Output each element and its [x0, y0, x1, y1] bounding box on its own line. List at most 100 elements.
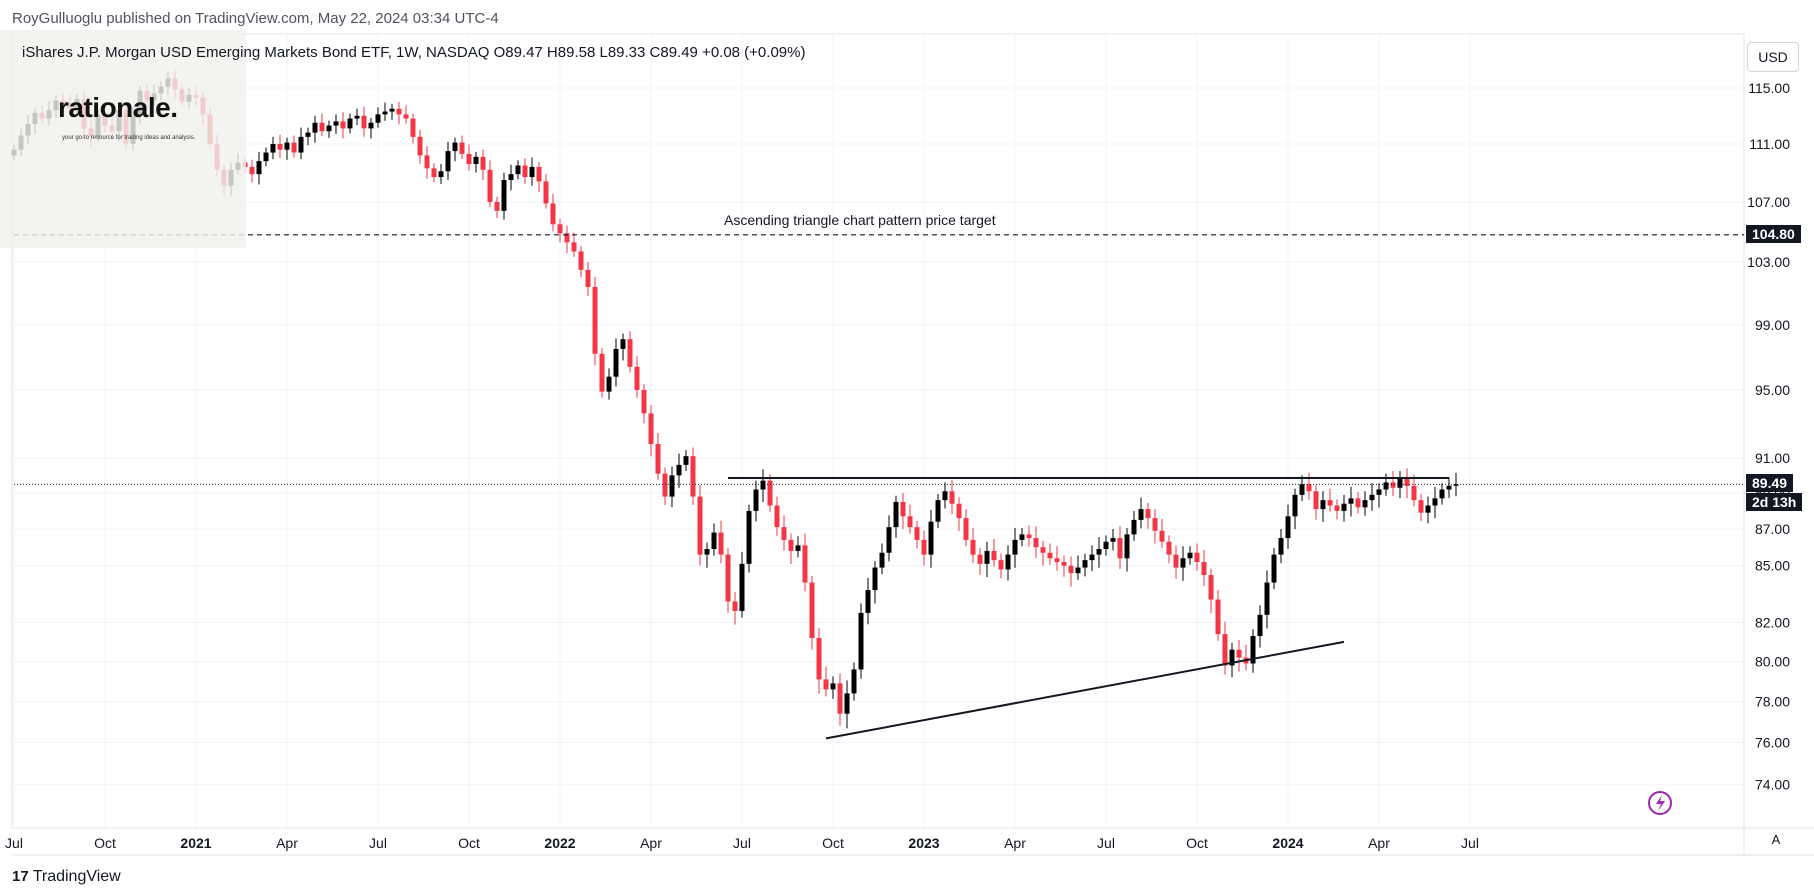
candle-body	[1432, 498, 1438, 506]
candle-body	[1089, 554, 1095, 561]
candle-body	[921, 539, 927, 555]
time-tick-label: Oct	[822, 835, 844, 851]
candle-body	[1453, 484, 1459, 486]
candle-body	[1166, 541, 1172, 555]
candle-body	[564, 233, 570, 243]
candle-body	[732, 601, 738, 611]
candle-body	[851, 669, 857, 694]
candle-body	[1369, 494, 1375, 501]
candle-body	[1173, 554, 1179, 568]
candle-body	[683, 456, 689, 465]
candle-body	[1278, 538, 1284, 555]
candle-body	[1257, 614, 1263, 637]
candle-body	[1425, 505, 1431, 513]
candle-body	[669, 475, 675, 497]
candle-body	[690, 456, 696, 497]
candle-body	[1313, 491, 1319, 510]
candle-body	[249, 166, 255, 175]
candle-body	[914, 527, 920, 540]
candle-body	[256, 161, 262, 175]
time-tick-label: Apr	[276, 835, 298, 851]
grid	[13, 34, 1744, 828]
candle-body	[1068, 565, 1074, 574]
auto-scale-button[interactable]: A	[1771, 832, 1781, 847]
candle-body	[1082, 560, 1088, 568]
candle-body	[1201, 561, 1207, 576]
candle-body	[431, 168, 437, 178]
candle-body	[1299, 484, 1305, 495]
candle-body	[494, 201, 500, 211]
candle-body	[340, 121, 346, 129]
candle-body	[984, 550, 990, 564]
price-axis[interactable]: 74.0076.0078.0080.0082.0085.0087.0089.00…	[1747, 80, 1790, 793]
candle-body	[515, 165, 521, 175]
chart-pane[interactable]	[11, 33, 1745, 829]
candle-body	[1138, 509, 1144, 520]
candle-body	[305, 132, 311, 137]
time-tick-label: 2022	[544, 835, 575, 851]
candle-body	[1418, 500, 1424, 513]
time-axis[interactable]: Jul Oct 2021 Apr Jul Oct 2022 Apr Jul Oct 2023 Apr J…	[5, 835, 1479, 851]
candle-body	[1229, 649, 1235, 666]
candle-body	[837, 683, 843, 714]
candle-body	[1446, 485, 1452, 490]
candle-body	[809, 582, 815, 638]
candle-body	[942, 491, 948, 501]
candle-body	[1131, 519, 1137, 535]
candle-body	[375, 114, 381, 123]
candle-body	[487, 169, 493, 202]
candle-body	[1397, 477, 1403, 488]
candle-body	[998, 560, 1004, 570]
candle-body	[1187, 552, 1193, 559]
candle-body	[1334, 505, 1340, 511]
price-tick-label: 91.00	[1755, 450, 1790, 466]
candle-body	[298, 136, 304, 153]
candle-body	[970, 539, 976, 555]
time-tick-label: 2021	[180, 835, 211, 851]
candle-body	[1159, 530, 1165, 542]
price-tick-label: 74.00	[1755, 777, 1790, 793]
candle-body	[893, 501, 899, 528]
brand-label: TradingView	[32, 868, 121, 885]
time-tick-label: 2023	[908, 835, 939, 851]
logo-name: rationale.	[58, 92, 178, 123]
candle-body	[389, 108, 395, 112]
drawings[interactable]: Ascending triangle chart pattern price t…	[14, 212, 1744, 815]
tradingview-logo-icon: 17	[12, 868, 29, 885]
time-tick-label: Jul	[733, 835, 751, 851]
time-tick-label: 2024	[1272, 835, 1303, 851]
candle-body	[648, 413, 654, 445]
candle-body	[1180, 558, 1186, 568]
candle-body	[578, 251, 584, 270]
candle-body	[508, 174, 514, 180]
currency-button[interactable]: USD	[1747, 42, 1799, 72]
candle-body	[480, 156, 486, 170]
time-tick-label: Jul	[369, 835, 387, 851]
candle-body	[1236, 649, 1242, 658]
candle-body	[935, 500, 941, 522]
candle-body	[1145, 509, 1151, 519]
symbol-legend[interactable]: iShares J.P. Morgan USD Emerging Markets…	[22, 44, 806, 61]
candle-body	[823, 679, 829, 690]
candle-body	[991, 550, 997, 561]
candle-body	[1047, 552, 1053, 559]
candle-body	[522, 165, 528, 178]
tradingview-brand[interactable]: 17 TradingView	[12, 868, 121, 886]
candle-body	[270, 143, 276, 153]
candle-body	[529, 166, 535, 178]
candle-body	[634, 366, 640, 390]
last-price-tag: 89.49	[1746, 474, 1794, 493]
candle-body	[956, 503, 962, 519]
candle-body	[844, 693, 850, 714]
candle-body	[368, 122, 374, 129]
candle-body	[774, 505, 780, 528]
candle-body	[1222, 634, 1228, 666]
candle-body	[1383, 482, 1389, 490]
candle-body	[1411, 485, 1417, 501]
candle-body	[739, 563, 745, 611]
candle-body	[1117, 538, 1123, 559]
candle-body	[592, 286, 598, 354]
price-tick-label: 85.00	[1755, 558, 1790, 574]
candle-body	[676, 464, 682, 476]
